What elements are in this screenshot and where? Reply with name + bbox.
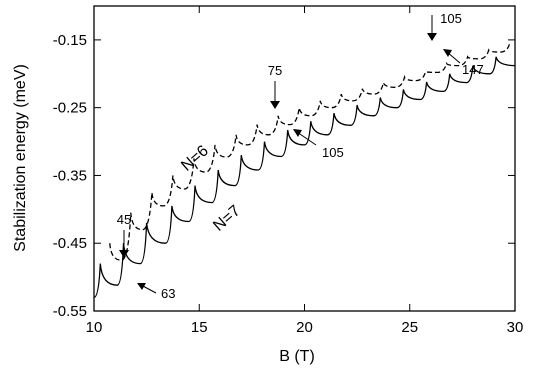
svg-text:105: 105 (322, 145, 344, 160)
svg-text:63: 63 (161, 286, 175, 301)
y-tick-label-4: -0.15 (53, 32, 87, 49)
curve-label-n7: N=7 (210, 202, 244, 234)
curves (93, 43, 516, 299)
x-tick-label-2: 20 (296, 319, 313, 336)
svg-text:45: 45 (117, 212, 131, 227)
x-tick-label-0: 10 (86, 319, 103, 336)
x-axis-label: B (T) (279, 348, 315, 365)
curve-label-n6: N=6 (178, 142, 212, 174)
annotation-105-upper: 105 (427, 11, 462, 41)
annotation-147: 147 (443, 49, 484, 77)
y-tick-label-2: -0.35 (53, 167, 87, 184)
x-tick-label-3: 25 (401, 319, 418, 336)
annotation-75: 75 (268, 63, 282, 109)
series-line-n7 (93, 56, 516, 299)
y-tick-label-3: -0.25 (53, 100, 87, 117)
y-tick-label-1: -0.45 (53, 235, 87, 252)
series-line-n6 (109, 43, 511, 261)
x-tick-label-4: 30 (507, 319, 524, 336)
y-axis-label: Stabilization energy (meV) (12, 64, 29, 252)
svg-text:147: 147 (462, 62, 484, 77)
svg-text:75: 75 (268, 63, 282, 78)
ticks: 10 15 20 25 30 -0.55 -0.45 -0.35 -0.25 -0.15 (53, 6, 524, 336)
annotation-105-lower: 105 (293, 129, 344, 160)
annotation-45: 45 (117, 212, 131, 258)
plot-frame (93, 5, 516, 312)
y-tick-label-0: -0.55 (53, 303, 87, 320)
svg-text:105: 105 (440, 11, 462, 26)
annotation-63: 63 (137, 283, 175, 301)
x-tick-label-1: 15 (191, 319, 208, 336)
